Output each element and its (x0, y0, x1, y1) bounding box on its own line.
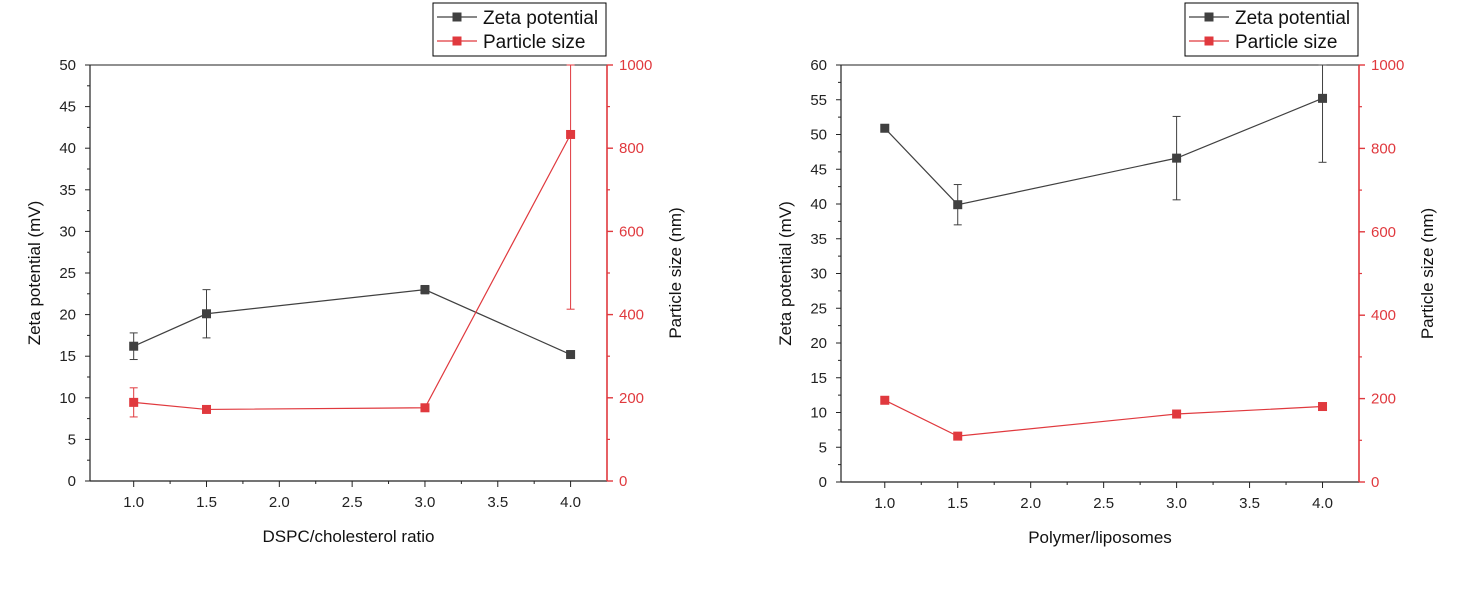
y-tick-label: 40 (810, 196, 827, 213)
y-tick-label: 50 (810, 127, 827, 144)
y-tick-label: 25 (810, 300, 827, 317)
y2-tick-label: 800 (619, 140, 644, 157)
y-tick-label: 35 (59, 182, 76, 199)
legend-zeta-label: Zeta potential (483, 8, 598, 29)
y-tick-label: 0 (68, 473, 76, 490)
y-tick-label: 20 (59, 307, 76, 324)
data-point (1318, 402, 1328, 412)
y2-tick-label: 600 (1371, 224, 1396, 241)
data-point (880, 395, 890, 405)
data-point (566, 350, 576, 360)
legend-zeta-label: Zeta potential (1235, 8, 1350, 29)
y2-tick-label: 400 (619, 307, 644, 324)
legend-zeta-marker (452, 12, 462, 22)
y-tick-label: 10 (59, 390, 76, 407)
y-tick-label: 15 (810, 370, 827, 387)
data-point (1318, 93, 1328, 103)
y-tick-label: 5 (819, 439, 827, 456)
legend-box (1184, 2, 1359, 57)
x-tick-label: 3.5 (487, 494, 508, 511)
data-point (953, 200, 963, 210)
legend-size-label: Particle size (1235, 32, 1337, 53)
y-tick-label: 45 (810, 161, 827, 178)
y2-tick-label: 200 (1371, 391, 1396, 408)
series-zeta-potential (129, 284, 576, 361)
legend-size-label: Particle size (483, 32, 585, 53)
y2-tick-label: 400 (1371, 307, 1396, 324)
y2-tick-label: 600 (619, 223, 644, 240)
data-point (129, 341, 139, 351)
y2-tick-label: 1000 (619, 57, 652, 74)
y2-tick-label: 0 (1371, 474, 1379, 491)
data-point (566, 129, 576, 139)
x-tick-label: 2.5 (1093, 495, 1114, 512)
legend-zeta-marker (1204, 12, 1214, 22)
series-line (133, 134, 572, 411)
data-point (1172, 153, 1182, 163)
x-tick-label: 2.5 (342, 494, 363, 511)
x-tick-label: 2.0 (1020, 495, 1041, 512)
data-point (202, 309, 212, 319)
series-particle-size (129, 64, 576, 418)
x-tick-label: 3.0 (1166, 495, 1187, 512)
x-tick-label: 2.0 (269, 494, 290, 511)
series-line (884, 97, 1323, 206)
y-tick-label: 35 (810, 231, 827, 248)
data-point (420, 285, 430, 295)
x-tick-label: 1.5 (196, 494, 217, 511)
legend-1: Zeta potential Particle size (432, 2, 607, 57)
series-line (884, 399, 1323, 437)
y2-tick-label: 1000 (1371, 57, 1404, 74)
series-line (133, 289, 571, 356)
x-tick-label: 3.0 (415, 494, 436, 511)
data-point (880, 123, 890, 133)
y-tick-label: 60 (810, 57, 827, 74)
y2-axis-title: Particle size (nm) (666, 207, 685, 338)
y-tick-label: 25 (59, 265, 76, 282)
legend-box (432, 2, 607, 57)
y-tick-label: 0 (819, 474, 827, 491)
x-tick-label: 1.0 (123, 494, 144, 511)
y-tick-label: 40 (59, 140, 76, 157)
y-tick-label: 20 (810, 335, 827, 352)
legend-size-marker (1204, 36, 1214, 46)
y-tick-label: 10 (810, 405, 827, 422)
data-point (953, 431, 963, 441)
chart-panel-1: 0 5 10 15 20 25 30 35 40 45 50 0 200 400 600 800 1000 1.0… (25, 57, 685, 546)
chart-panel-2: 0510152025303540455055600200400600800100… (776, 57, 1437, 547)
data-point (420, 403, 430, 413)
x-tick-label: 1.5 (947, 495, 968, 512)
x-axis-title: Polymer/liposomes (1028, 528, 1172, 547)
y-axis-title: Zeta potential (mV) (25, 201, 44, 346)
x-tick-label: 4.0 (1312, 495, 1333, 512)
y-tick-label: 30 (59, 223, 76, 240)
y-tick-label: 55 (810, 92, 827, 109)
legend-size-marker (452, 36, 462, 46)
y2-tick-label: 0 (619, 473, 627, 490)
y2-tick-label: 800 (1371, 140, 1396, 157)
y-tick-label: 30 (810, 266, 827, 283)
x-tick-label: 4.0 (560, 494, 581, 511)
x-tick-label: 3.5 (1239, 495, 1260, 512)
series-particle-size (880, 395, 1328, 441)
y-tick-label: 15 (59, 348, 76, 365)
series-zeta-potential (880, 64, 1328, 226)
y-tick-label: 5 (68, 431, 76, 448)
legend-2: Zeta potential Particle size (1184, 2, 1359, 57)
y-axis-title: Zeta potential (mV) (776, 201, 795, 346)
y-tick-label: 45 (59, 99, 76, 116)
data-point (129, 397, 139, 407)
x-tick-label: 1.0 (874, 495, 895, 512)
data-point (1172, 409, 1182, 419)
data-point (202, 404, 212, 414)
y2-axis-title: Particle size (nm) (1418, 208, 1437, 339)
y2-tick-label: 200 (619, 390, 644, 407)
x-axis-title: DSPC/cholesterol ratio (263, 527, 435, 546)
y-tick-label: 50 (59, 57, 76, 74)
